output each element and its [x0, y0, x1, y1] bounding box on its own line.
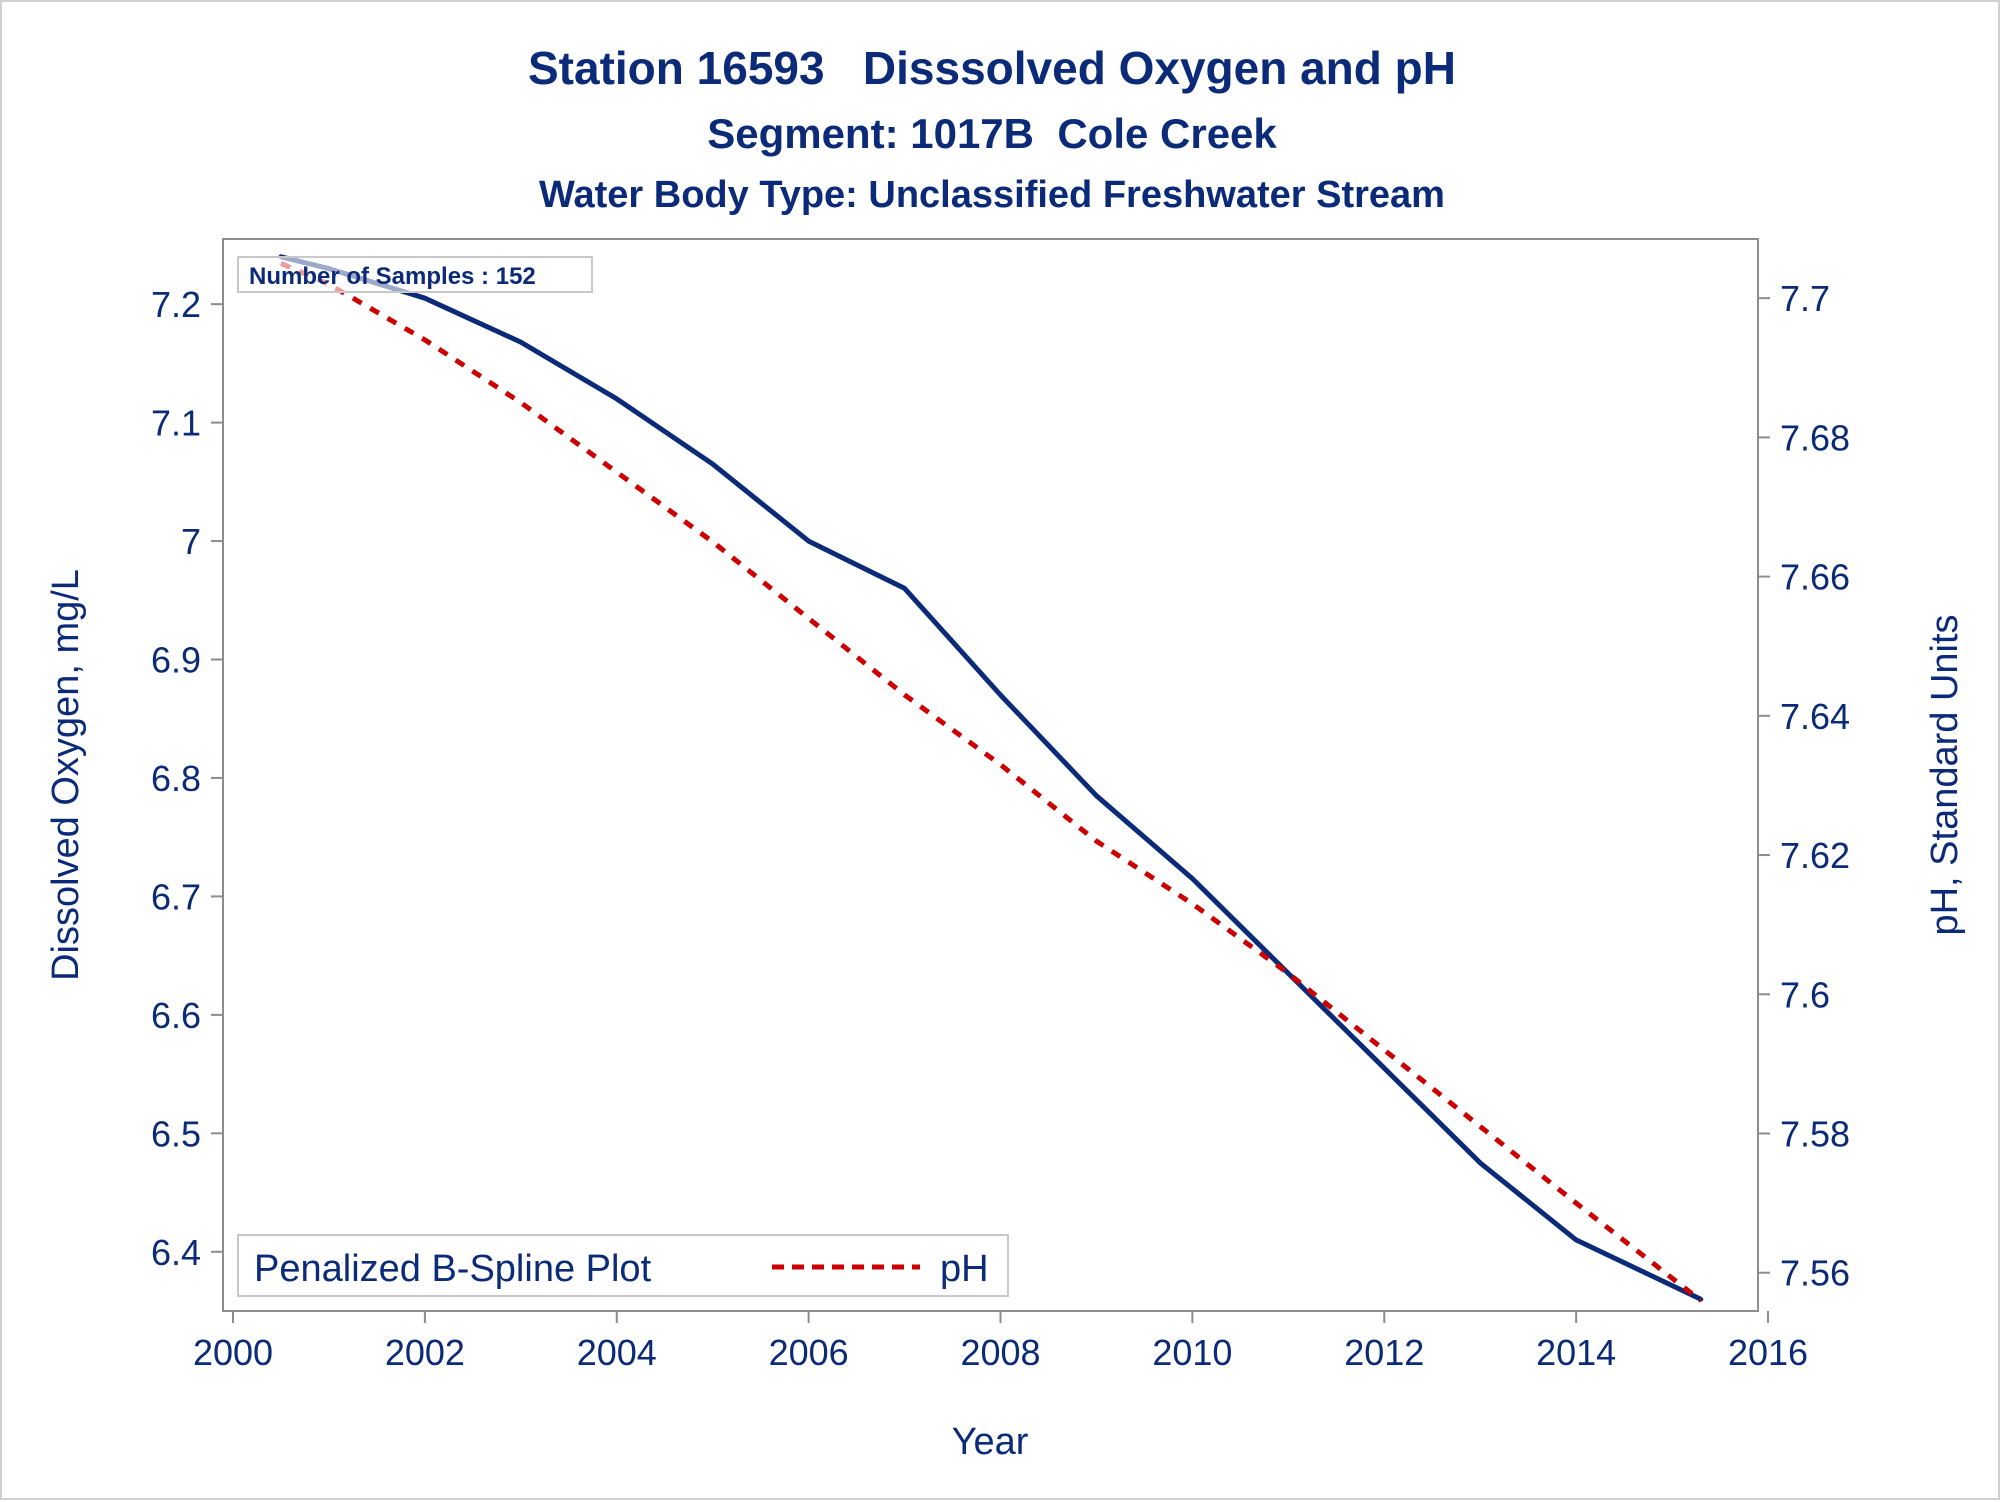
y-tick-label-6: 7	[181, 521, 201, 562]
y-tick-label-8: 7.2	[151, 284, 201, 325]
x-tick-label-8: 2016	[1728, 1332, 1808, 1373]
x-tick-label-6: 2012	[1344, 1332, 1424, 1373]
y-axis-label: Dissolved Oxygen, mg/L	[45, 569, 87, 981]
ph-series-line	[280, 261, 1703, 1303]
y-tick-label-3: 6.7	[151, 876, 201, 917]
y-axis-right: 7.56 7.58 7.6 7.62 7.64 7.66 7.68 7.7	[1758, 278, 1850, 1294]
x-tick-label-7: 2014	[1536, 1332, 1616, 1373]
y-tick-label-4: 6.8	[151, 758, 201, 799]
y2-tick-label-4: 7.64	[1780, 696, 1850, 737]
y2-tick-label-0: 7.56	[1780, 1253, 1850, 1294]
chart-subtitle-2: Water Body Type: Unclassified Freshwater…	[539, 174, 1445, 216]
y-tick-label-0: 6.4	[151, 1232, 201, 1273]
y2-tick-label-3: 7.62	[1780, 835, 1850, 876]
x-tick-label-0: 2000	[193, 1332, 273, 1373]
y2-tick-label-1: 7.58	[1780, 1113, 1850, 1154]
x-axis: 2000 2002 2004 2006 2008 2010 2012 2014 2016	[193, 1311, 1808, 1373]
y2-tick-label-7: 7.7	[1780, 278, 1830, 319]
chart-subtitle: Segment: 1017B Cole Creek	[707, 110, 1277, 157]
x-tick-label-4: 2008	[960, 1332, 1040, 1373]
y-tick-label-5: 6.9	[151, 640, 201, 681]
legend-title: Penalized B-Spline Plot	[254, 1248, 652, 1290]
sample-count-box	[237, 256, 593, 293]
x-tick-label-1: 2002	[385, 1332, 465, 1373]
y-tick-label-7: 7.1	[151, 403, 201, 444]
y2-tick-label-2: 7.6	[1780, 974, 1830, 1015]
dissolved-oxygen-series-line	[278, 254, 1704, 1302]
x-tick-label-5: 2010	[1152, 1332, 1232, 1373]
chart-title: Station 16593 Disssolved Oxygen and pH	[528, 42, 1456, 94]
sample-count-annotation: Number of Samples : 152	[249, 263, 536, 290]
y2-axis-label: pH, Standard Units	[1924, 614, 1966, 935]
x-tick-label-3: 2006	[769, 1332, 849, 1373]
y-tick-label-1: 6.5	[151, 1113, 201, 1154]
y2-tick-label-6: 7.68	[1780, 417, 1850, 458]
y2-tick-label-5: 7.66	[1780, 557, 1850, 598]
plot-area	[222, 238, 1759, 1312]
x-tick-label-2: 2004	[577, 1332, 657, 1373]
y-tick-label-2: 6.6	[151, 995, 201, 1036]
series-layer	[278, 254, 1704, 1303]
x-axis-label: Year	[952, 1421, 1029, 1463]
y-axis-left: 6.4 6.5 6.6 6.7 6.8 6.9 7 7.1 7.2	[151, 284, 223, 1273]
legend-ph-label: pH	[940, 1248, 989, 1290]
